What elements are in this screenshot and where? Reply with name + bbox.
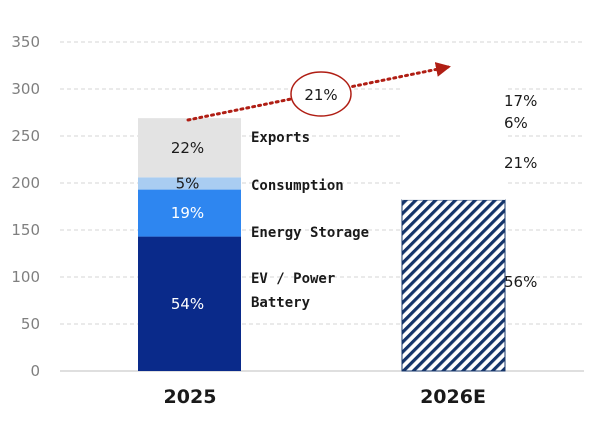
bar-segment bbox=[138, 236, 241, 371]
growth-annotation: 21% bbox=[186, 62, 451, 122]
y-tick-label: 250 bbox=[11, 127, 40, 145]
bar-segment bbox=[138, 118, 241, 178]
x-category-label: 2026E bbox=[420, 386, 486, 408]
y-tick-label: 0 bbox=[30, 362, 40, 380]
bar-segment bbox=[138, 177, 241, 190]
growth-circle bbox=[290, 71, 352, 117]
bar-segment bbox=[138, 189, 241, 237]
series-label: Consumption bbox=[251, 178, 344, 194]
bar-segment bbox=[401, 199, 506, 372]
data-label: 5% bbox=[176, 174, 200, 192]
x-category-label: 2025 bbox=[164, 386, 217, 408]
series-label: Exports bbox=[251, 130, 310, 146]
series-label: EV / Power Battery bbox=[251, 271, 335, 311]
y-tick-label: 50 bbox=[21, 315, 40, 333]
growth-label: 21% bbox=[304, 86, 337, 104]
bar-segment bbox=[402, 136, 505, 200]
bars bbox=[138, 65, 506, 372]
data-label: 19% bbox=[171, 204, 204, 222]
y-tick-label: 300 bbox=[11, 80, 40, 98]
series-label-line: Battery bbox=[251, 295, 311, 311]
y-tick-label: 100 bbox=[11, 268, 40, 286]
data-label: 54% bbox=[171, 295, 204, 313]
data-label: 6% bbox=[504, 114, 528, 132]
series-label-line: EV / Power bbox=[251, 271, 335, 287]
y-axis: 0 50 100 150 200 250 300 350 2025 2026E bbox=[11, 33, 584, 408]
data-label: 21% bbox=[504, 154, 537, 172]
data-label: 22% bbox=[171, 139, 204, 157]
data-label: 56% bbox=[504, 273, 537, 291]
y-tick-label: 350 bbox=[11, 33, 40, 51]
series-label: Energy Storage bbox=[251, 225, 369, 241]
y-tick-label: 150 bbox=[11, 221, 40, 239]
data-labels: 54%19%5%22%56%21%6%17%EV / Power BatteryE… bbox=[171, 92, 538, 313]
data-label: 17% bbox=[504, 92, 537, 110]
bar-segment bbox=[402, 117, 505, 136]
y-tick-label: 200 bbox=[11, 174, 40, 192]
